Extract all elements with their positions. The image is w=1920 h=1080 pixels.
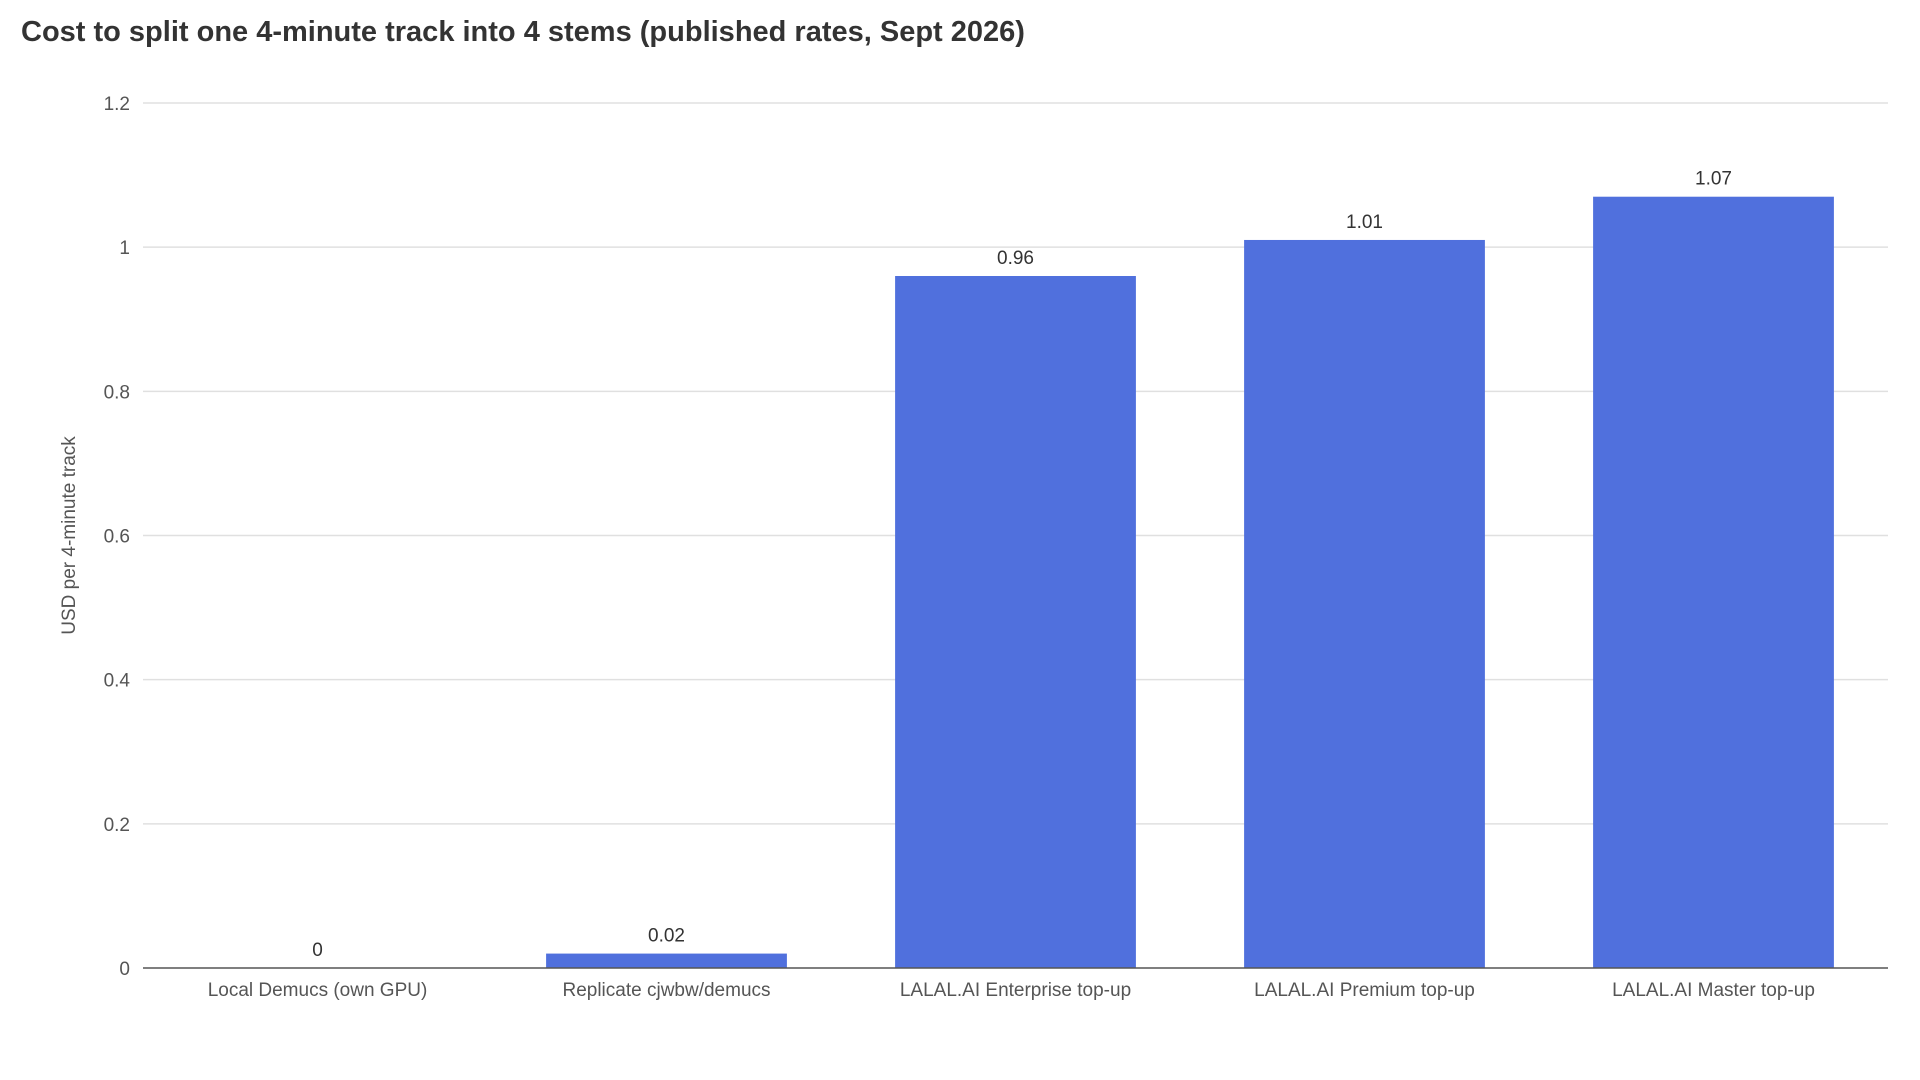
x-tick-labels: Local Demucs (own GPU) Replicate cjwbw/de… xyxy=(208,980,1815,1001)
x-tick-label: Replicate cjwbw/demucs xyxy=(562,980,770,1001)
data-labels: 0 0.02 0.96 1.01 1.07 xyxy=(312,169,1732,961)
y-tick-label: 0.6 xyxy=(104,527,130,548)
bars xyxy=(546,196,1834,969)
y-tick-label: 0.4 xyxy=(104,671,131,692)
bar xyxy=(1593,196,1834,969)
data-label: 1.01 xyxy=(1346,212,1383,233)
data-label: 1.07 xyxy=(1695,169,1732,190)
y-tick-label: 1.2 xyxy=(104,94,130,115)
x-tick-label: LALAL.AI Enterprise top-up xyxy=(900,980,1131,1001)
data-label: 0.02 xyxy=(648,926,685,947)
bar xyxy=(895,276,1136,968)
x-tick-label: LALAL.AI Master top-up xyxy=(1612,980,1815,1001)
y-tick-label: 0.2 xyxy=(104,815,130,836)
y-tick-label: 0 xyxy=(119,959,130,980)
bar xyxy=(546,953,787,968)
bar xyxy=(1244,239,1485,969)
data-label: 0 xyxy=(312,940,323,961)
y-tick-label: 1 xyxy=(119,238,130,259)
chart-title: Cost to split one 4-minute track into 4 … xyxy=(21,16,1025,48)
data-label: 0.96 xyxy=(997,248,1034,269)
x-tick-label: Local Demucs (own GPU) xyxy=(208,980,428,1001)
y-axis-title: USD per 4-minute track xyxy=(59,436,80,635)
y-tick-label: 0.8 xyxy=(104,382,130,403)
y-tick-labels: 0 0.2 0.4 0.6 0.8 1 1.2 xyxy=(104,94,131,980)
x-tick-label: LALAL.AI Premium top-up xyxy=(1254,980,1475,1001)
